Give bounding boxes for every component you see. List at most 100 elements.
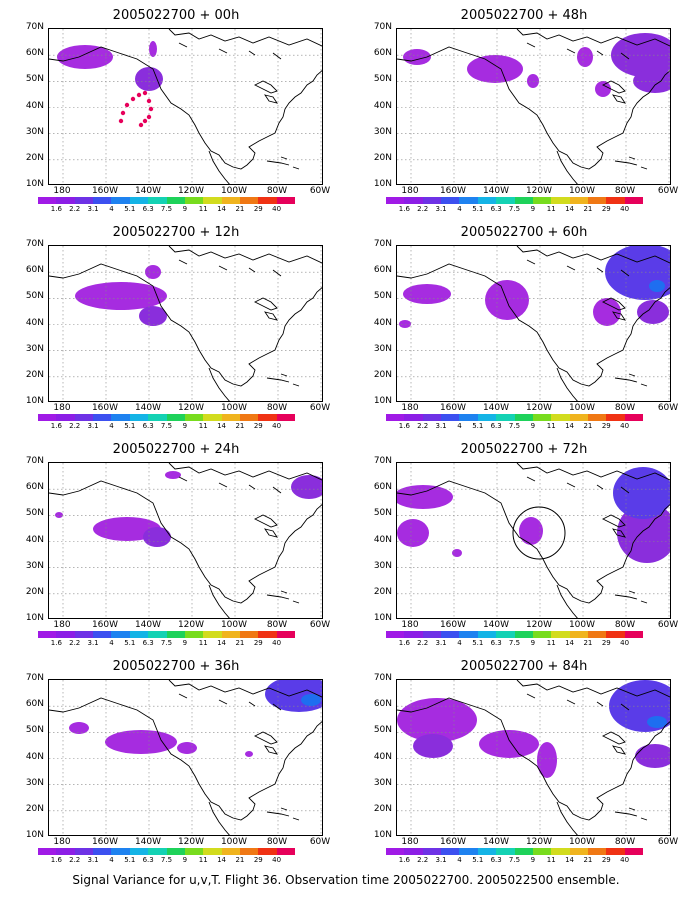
latitude-tick-label: 70N bbox=[373, 22, 392, 32]
colorbar-swatch bbox=[56, 631, 75, 638]
latitude-tick-label: 40N bbox=[25, 100, 44, 111]
coastline bbox=[601, 297, 627, 321]
colorbar-swatch bbox=[459, 631, 478, 638]
colorbar-label: 4 bbox=[457, 422, 462, 430]
longitude-tick-label: 80W bbox=[266, 186, 288, 196]
longitude-tick-label: 80W bbox=[614, 403, 636, 413]
latitude-tick-label: 50N bbox=[373, 725, 392, 736]
map-panel: 2005022700 + 84h 70N 60N 50N 40N 30N 20N 10N 180… bbox=[364, 659, 684, 864]
panel-title: 2005022700 + 60h bbox=[460, 225, 588, 240]
colorbar-label: 2.2 bbox=[417, 422, 429, 430]
colorbar-swatch bbox=[184, 848, 204, 855]
colorbar-swatch bbox=[624, 414, 644, 421]
colorbar-label: 29 bbox=[253, 639, 263, 647]
colorbar-swatch bbox=[74, 848, 94, 855]
colorbar-swatch bbox=[38, 414, 57, 421]
colorbar-swatch bbox=[624, 631, 644, 638]
variance-region bbox=[613, 467, 670, 519]
colorbar-label: 40 bbox=[620, 205, 630, 213]
coastline bbox=[168, 246, 322, 277]
colorbar-label: 29 bbox=[601, 639, 611, 647]
coastline bbox=[49, 697, 322, 821]
latitude-tick-label: 10N bbox=[25, 613, 44, 623]
map-panel: 2005022700 + 60h 70N 60N 50N 40N 30N 20N 10N 180… bbox=[364, 225, 684, 430]
longitude-tick-label: 160W bbox=[439, 837, 467, 847]
latitude-tick-label: 70N bbox=[373, 456, 392, 466]
variance-region bbox=[452, 549, 462, 557]
variance-region bbox=[537, 742, 557, 778]
colorbar-swatch bbox=[459, 197, 478, 204]
colorbar-label: 11 bbox=[198, 422, 208, 430]
colorbar-label: 21 bbox=[583, 422, 593, 430]
colorbar-label: 5.1 bbox=[472, 639, 484, 647]
longitude-tick-label: 160W bbox=[91, 837, 119, 847]
colorbar-swatch bbox=[148, 848, 167, 855]
colorbar-swatch bbox=[111, 197, 130, 204]
observation-point bbox=[124, 102, 130, 108]
longitude-tick-label: 60W bbox=[309, 620, 331, 630]
coastline bbox=[614, 807, 648, 821]
colorbar-label: 1.6 bbox=[50, 856, 62, 864]
colorbar-label: 40 bbox=[272, 856, 282, 864]
latitude-tick-label: 60N bbox=[373, 265, 392, 276]
colorbar-label: 4 bbox=[457, 639, 462, 647]
colorbar-label: 9 bbox=[530, 639, 536, 647]
variance-region bbox=[149, 41, 157, 57]
longitude-tick-label: 120W bbox=[177, 837, 205, 847]
colorbar-swatch bbox=[276, 848, 296, 855]
latitude-tick-label: 60N bbox=[373, 699, 392, 710]
panel-title: 2005022700 + 72h bbox=[460, 442, 588, 457]
latitude-tick-label: 40N bbox=[373, 751, 392, 762]
longitude-tick-label: 100W bbox=[220, 620, 248, 630]
longitude-tick-label: 80W bbox=[614, 620, 636, 630]
latitude-tick-label: 70N bbox=[25, 673, 44, 683]
colorbar-swatch bbox=[569, 848, 588, 855]
longitude-tick-label: 160W bbox=[439, 403, 467, 413]
colorbar-label: 2.2 bbox=[417, 639, 429, 647]
colorbar-label: 29 bbox=[601, 856, 611, 864]
colorbar-label: 3.1 bbox=[87, 422, 99, 430]
coastline bbox=[601, 731, 627, 755]
variance-region bbox=[467, 55, 523, 83]
colorbar-swatch bbox=[111, 848, 130, 855]
longitude-tick-label: 120W bbox=[525, 186, 553, 196]
coastline bbox=[208, 801, 230, 835]
colorbar-label: 6.3 bbox=[490, 639, 502, 647]
colorbar-swatch bbox=[56, 414, 75, 421]
colorbar-label: 2.2 bbox=[69, 205, 81, 213]
longitude-tick-label: 80W bbox=[266, 837, 288, 847]
longitude-tick-label: 80W bbox=[266, 403, 288, 413]
longitude-tick-label: 180 bbox=[401, 186, 419, 196]
longitude-tick-label: 120W bbox=[177, 620, 205, 630]
colorbar-label: 40 bbox=[620, 639, 630, 647]
colorbar-label: 21 bbox=[235, 856, 245, 864]
colorbar-label: 5.1 bbox=[472, 422, 484, 430]
variance-region bbox=[397, 485, 453, 509]
colorbar-label: 3.1 bbox=[87, 639, 99, 647]
coastline bbox=[397, 697, 670, 821]
colorbar-label: 4 bbox=[457, 205, 462, 213]
colorbar-label: 7.5 bbox=[160, 205, 173, 213]
colorbar-swatch bbox=[514, 197, 533, 204]
colorbar-label: 21 bbox=[583, 205, 593, 213]
colorbar-label: 9 bbox=[530, 422, 536, 430]
colorbar-label: 2.2 bbox=[69, 422, 81, 430]
colorbar-swatch bbox=[148, 197, 167, 204]
colorbar-swatch bbox=[422, 197, 442, 204]
variance-region bbox=[639, 537, 667, 557]
longitude-tick-label: 100W bbox=[568, 403, 596, 413]
colorbar-swatch bbox=[441, 414, 460, 421]
coastline bbox=[208, 150, 230, 184]
colorbar-swatch bbox=[93, 848, 112, 855]
colorbar-swatch bbox=[386, 414, 405, 421]
coastline bbox=[266, 373, 300, 387]
latitude-tick-label: 20N bbox=[373, 369, 392, 380]
latitude-tick-label: 30N bbox=[373, 560, 392, 571]
latitude-tick-label: 30N bbox=[373, 343, 392, 354]
colorbar-label: 6.3 bbox=[142, 205, 154, 213]
coastline bbox=[556, 801, 578, 835]
latitude-tick-label: 20N bbox=[25, 152, 44, 163]
longitude-tick-label: 120W bbox=[177, 403, 205, 413]
longitude-tick-label: 180 bbox=[53, 186, 71, 196]
colorbar-label: 11 bbox=[546, 205, 556, 213]
